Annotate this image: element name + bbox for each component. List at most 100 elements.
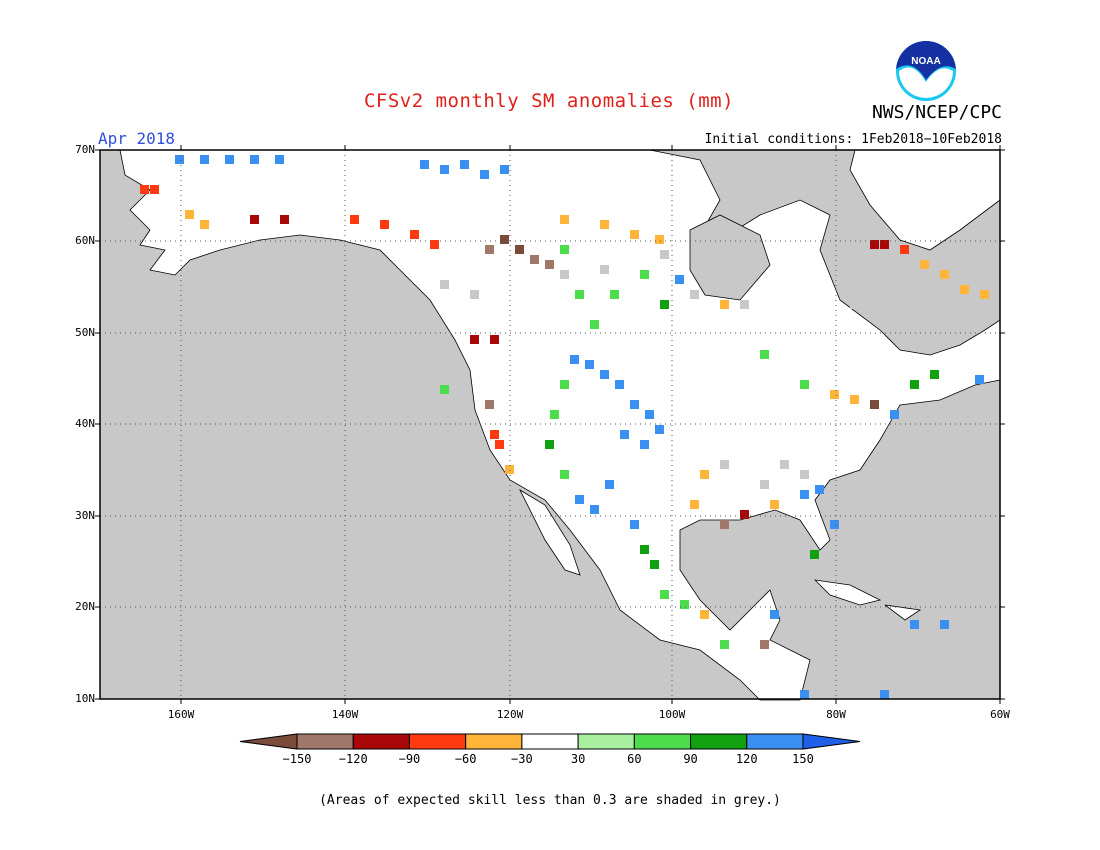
lat-label: 10N: [75, 692, 95, 705]
colorbar-box: [465, 733, 523, 750]
anomaly-cell: [460, 160, 469, 169]
agency-label: NWS/NCEP/CPC: [871, 102, 1002, 123]
anomaly-cell: [440, 165, 449, 174]
anomaly-cell: [980, 290, 989, 299]
lon-label: 160W: [167, 708, 195, 721]
anomaly-cell: [940, 270, 949, 279]
anomaly-cell: [655, 425, 664, 434]
anomaly-cell: [200, 220, 209, 229]
low-skill-cell: [740, 300, 749, 309]
anomaly-cell: [470, 335, 479, 344]
anomaly-cell: [830, 520, 839, 529]
low-skill-cell: [780, 460, 789, 469]
anomaly-cell: [800, 490, 809, 499]
lat-label: 40N: [75, 417, 95, 430]
chart-title: CFSv2 monthly SM anomalies (mm): [363, 90, 735, 112]
anomaly-cell: [185, 210, 194, 219]
anomaly-cell: [760, 640, 769, 649]
anomaly-cell: [815, 485, 824, 494]
lon-label: 100W: [658, 708, 686, 721]
initial-conditions: Initial conditions: 1Feb2018−10Feb2018: [704, 132, 1002, 147]
anomaly-cell: [800, 275, 809, 284]
anomaly-cell: [275, 155, 284, 164]
anomaly-cell: [585, 360, 594, 369]
low-skill-cell: [600, 265, 609, 274]
anomaly-cell: [440, 385, 449, 394]
anomaly-cell: [760, 350, 769, 359]
anomaly-cell: [850, 395, 859, 404]
land-mass: [884, 604, 922, 621]
low-skill-cell: [440, 280, 449, 289]
lat-label: 50N: [75, 326, 95, 339]
anomaly-cell: [870, 400, 879, 409]
skill-note: (Areas of expected skill less than 0.3 a…: [319, 793, 781, 808]
anomaly-cell: [680, 600, 689, 609]
land-mass: [519, 488, 581, 576]
lon-label: 140W: [331, 708, 359, 721]
colorbar-box: [352, 733, 410, 750]
anomaly-cell: [545, 260, 554, 269]
anomaly-cell: [640, 545, 649, 554]
anomaly-cell: [720, 300, 729, 309]
anomaly-cell: [495, 440, 504, 449]
anomaly-cell: [910, 620, 919, 629]
anomaly-cell: [490, 335, 499, 344]
anomaly-cell: [890, 410, 899, 419]
lat-label: 20N: [75, 600, 95, 613]
anomaly-cell: [560, 470, 569, 479]
anomaly-cell: [610, 290, 619, 299]
anomaly-cell: [800, 690, 809, 699]
anomaly-cell: [660, 300, 669, 309]
anomaly-cell: [150, 185, 159, 194]
lat-label: 70N: [75, 143, 95, 156]
lon-label: 80W: [826, 708, 846, 721]
anomaly-cell: [250, 155, 259, 164]
colorbar-tick-label: 90: [683, 752, 698, 766]
anomaly-cell: [575, 495, 584, 504]
colorbar-tick-label: −60: [454, 752, 477, 766]
lat-label: 30N: [75, 509, 95, 522]
low-skill-cell: [120, 190, 129, 199]
low-skill-cell: [720, 460, 729, 469]
anomaly-cell: [870, 240, 879, 249]
anomaly-cell: [410, 230, 419, 239]
colorbar-tick-label: −150: [282, 752, 312, 766]
low-skill-cell: [135, 230, 144, 239]
anomaly-cell: [570, 355, 579, 364]
noaa-logo: NOAA: [896, 41, 956, 101]
anomaly-cell: [700, 470, 709, 479]
anomaly-cell: [550, 410, 559, 419]
land-mass: [813, 579, 882, 606]
logo-text: NOAA: [911, 56, 940, 67]
low-skill-cell: [560, 270, 569, 279]
low-skill-cell: [690, 290, 699, 299]
anomaly-cell: [675, 275, 684, 284]
anomaly-cell: [545, 440, 554, 449]
valid-month: Apr 2018: [98, 129, 176, 148]
colorbar-tick-label: 60: [627, 752, 642, 766]
colorbar-tick-label: −30: [511, 752, 533, 766]
colorbar-tick-label: 150: [792, 752, 814, 766]
low-skill-cell: [800, 470, 809, 479]
anomaly-cell: [630, 400, 639, 409]
colorbar-box: [746, 733, 804, 750]
colorbar-box: [577, 733, 635, 750]
anomaly-cell: [930, 370, 939, 379]
anomaly-cell: [975, 375, 984, 384]
land-mass: [119, 149, 1001, 701]
colorbar-box: [633, 733, 692, 750]
anomaly-cell: [810, 550, 819, 559]
anomaly-cell: [660, 590, 669, 599]
anomaly-cell: [280, 215, 289, 224]
colorbar-low-arrow: [239, 733, 298, 750]
anomaly-cell: [630, 230, 639, 239]
colorbar-box: [521, 733, 579, 750]
colorbar-box: [408, 733, 467, 750]
anomaly-cell: [485, 400, 494, 409]
low-skill-cell: [850, 300, 859, 309]
anomaly-cell: [175, 155, 184, 164]
anomaly-cell: [430, 240, 439, 249]
colorbar-tick-label: 30: [570, 752, 586, 766]
anomaly-cell: [515, 245, 524, 254]
